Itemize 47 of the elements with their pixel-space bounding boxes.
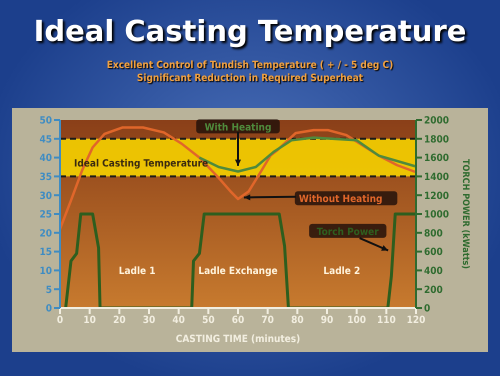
y2-tick-label: 1400	[424, 172, 450, 183]
y2-tick-label: 200	[424, 284, 443, 296]
y-tick-label: 50	[39, 116, 52, 127]
x-tick-label: 100	[347, 315, 366, 326]
annotation: Ladle 2	[323, 266, 360, 278]
y-tick-label: 30	[39, 190, 52, 202]
y-tick-label: 20	[39, 228, 52, 240]
y-tick-label: 40	[39, 153, 52, 164]
x-tick-label: 110	[376, 315, 396, 326]
y-tick-label: 35	[39, 172, 52, 183]
x-tick-label: 30	[142, 315, 156, 326]
text: Without Heating	[298, 194, 382, 206]
chart-subtitle: Excellent Control of Tundish Temperature ( + / - 5 deg C) Significant Reduction in Required Superheat	[106, 60, 394, 84]
y2-tick-label: 1200	[424, 190, 450, 202]
series-label: With Heating	[204, 122, 272, 134]
annotation: Ladle Exchange	[198, 266, 278, 278]
x-tick-label: 90	[320, 315, 334, 326]
x-tick-label: 70	[261, 315, 274, 326]
x-tick-label: 20	[113, 315, 126, 326]
y2-tick-label: 800	[424, 228, 443, 240]
line-series	[64, 212, 416, 308]
y2-tick-label: 0	[424, 304, 430, 315]
y-tick-label: 10	[39, 266, 52, 277]
series-label: Torch Power	[316, 226, 380, 238]
y2-tick-label: 1000	[424, 210, 450, 221]
y-tick-label: 0	[46, 304, 52, 315]
annotation: Ladle 1	[118, 266, 156, 278]
y2-tick-label: 1800	[424, 134, 450, 146]
chart-title: Ideal Casting Temperature	[32, 14, 468, 48]
x-tick-label: 10	[83, 315, 96, 326]
y-tick-label: 5	[46, 284, 52, 296]
y-tick-label: 25	[39, 210, 52, 221]
x-tick-label: 80	[291, 315, 304, 326]
y2-tick-label: 600	[424, 247, 443, 258]
y2-axis-title: TORCH POWER (kWatts)	[460, 159, 470, 269]
x-tick-label: 40	[172, 315, 185, 326]
band-label: Ideal Casting Temperature	[74, 158, 208, 170]
x-tick-label: 0	[56, 315, 64, 326]
x-tick-label: 60	[232, 315, 244, 326]
y2-tick-label: 400	[424, 266, 443, 277]
y-tick-label: 45	[39, 134, 52, 146]
x-axis-title: CASTING TIME (minutes)	[176, 334, 300, 345]
y2-tick-label: 1600	[424, 153, 450, 164]
x-tick-label: 50	[202, 315, 215, 326]
y-tick-label: 15	[39, 247, 52, 258]
y2-tick-label: 2000	[424, 116, 450, 127]
x-tick-label: 120	[406, 315, 426, 326]
